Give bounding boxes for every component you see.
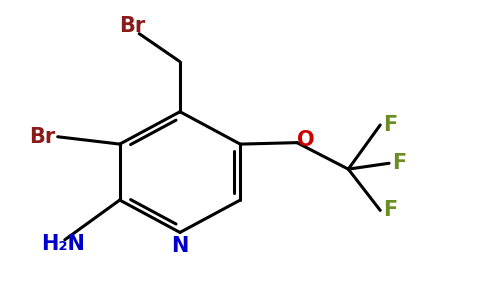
Text: F: F — [393, 153, 407, 173]
Text: F: F — [383, 200, 397, 220]
Text: O: O — [297, 130, 315, 150]
Text: Br: Br — [29, 127, 55, 147]
Text: Br: Br — [119, 16, 145, 36]
Text: H₂N: H₂N — [41, 234, 85, 254]
Text: F: F — [383, 115, 397, 135]
Text: N: N — [171, 236, 189, 256]
